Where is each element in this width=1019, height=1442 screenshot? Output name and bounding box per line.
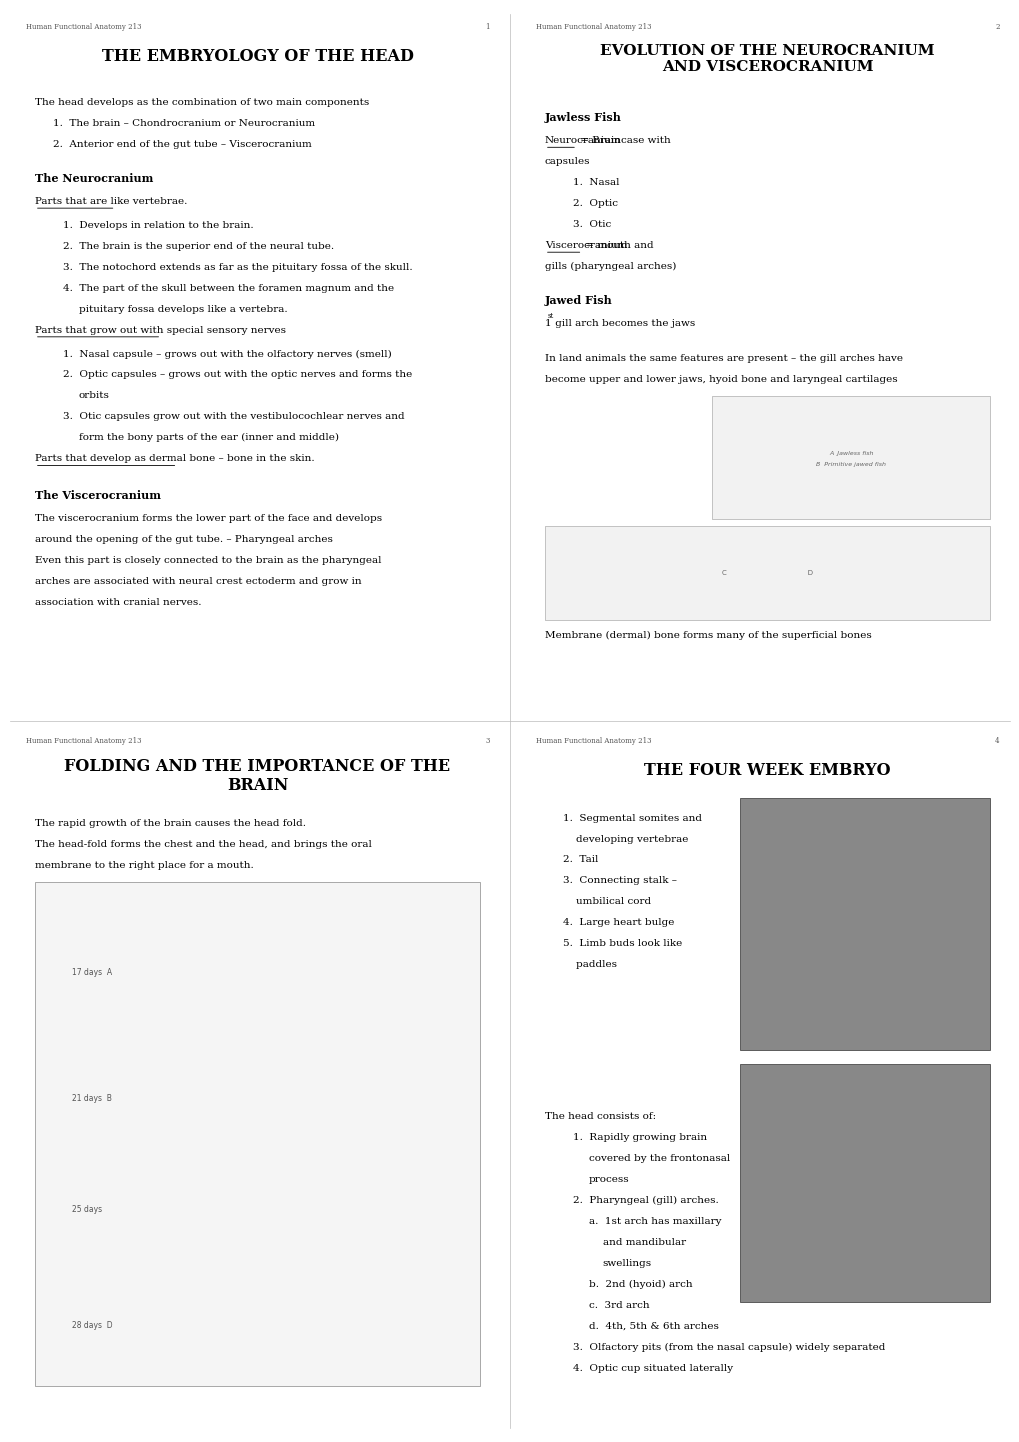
Text: In land animals the same features are present – the gill arches have: In land animals the same features are pr… (544, 355, 902, 363)
Text: 4.  Large heart bulge: 4. Large heart bulge (562, 919, 674, 927)
Text: 17 days  A: 17 days A (71, 968, 112, 978)
Text: 28 days  D: 28 days D (71, 1321, 112, 1330)
Text: 2.  Tail: 2. Tail (562, 855, 598, 865)
Text: = Braincase with: = Braincase with (577, 136, 671, 146)
Text: form the bony parts of the ear (inner and middle): form the bony parts of the ear (inner an… (78, 434, 338, 443)
Text: Neurocranium: Neurocranium (544, 136, 621, 146)
Text: 2.  Anterior end of the gut tube – Viscerocranium: 2. Anterior end of the gut tube – Viscer… (53, 140, 312, 150)
Text: FOLDING AND THE IMPORTANCE OF THE
BRAIN: FOLDING AND THE IMPORTANCE OF THE BRAIN (64, 757, 450, 795)
Text: 1: 1 (485, 23, 489, 30)
Text: Human Functional Anatomy 213: Human Functional Anatomy 213 (535, 737, 650, 744)
Text: 3.  Otic: 3. Otic (572, 221, 610, 229)
Text: Membrane (dermal) bone forms many of the superficial bones: Membrane (dermal) bone forms many of the… (544, 630, 870, 640)
Text: st: st (547, 311, 553, 320)
Text: 2: 2 (995, 23, 999, 30)
Text: around the opening of the gut tube. – Pharyngeal arches: around the opening of the gut tube. – Ph… (35, 535, 332, 544)
Text: 2.  Pharyngeal (gill) arches.: 2. Pharyngeal (gill) arches. (572, 1195, 717, 1206)
Text: Parts that grow out with special sensory nerves: Parts that grow out with special sensory… (35, 326, 285, 335)
Text: 3.  Otic capsules grow out with the vestibulocochlear nerves and: 3. Otic capsules grow out with the vesti… (62, 412, 404, 421)
Text: 1.  Develops in relation to the brain.: 1. Develops in relation to the brain. (62, 221, 253, 229)
Text: gill arch becomes the jaws: gill arch becomes the jaws (551, 319, 694, 327)
Text: Jawed Fish: Jawed Fish (544, 294, 612, 306)
Text: 4.  Optic cup situated laterally: 4. Optic cup situated laterally (572, 1364, 732, 1373)
Text: The Neurocranium: The Neurocranium (35, 173, 153, 185)
Text: paddles: paddles (562, 960, 616, 969)
Text: Jawless Fish: Jawless Fish (544, 112, 621, 124)
Text: Human Functional Anatomy 213: Human Functional Anatomy 213 (535, 23, 650, 30)
Text: 1.  The brain – Chondrocranium or Neurocranium: 1. The brain – Chondrocranium or Neurocr… (53, 120, 315, 128)
Text: The head-fold forms the chest and the head, and brings the oral: The head-fold forms the chest and the he… (35, 841, 371, 849)
Text: swellings: swellings (602, 1259, 651, 1268)
Text: 1.  Segmental somites and: 1. Segmental somites and (562, 813, 702, 822)
Text: umbilical cord: umbilical cord (562, 897, 651, 907)
Text: membrane to the right place for a mouth.: membrane to the right place for a mouth. (35, 861, 254, 870)
Text: THE FOUR WEEK EMBRYO: THE FOUR WEEK EMBRYO (644, 761, 890, 779)
Text: THE EMBRYOLOGY OF THE HEAD: THE EMBRYOLOGY OF THE HEAD (102, 48, 413, 65)
Text: C                                    D: C D (721, 570, 812, 575)
Text: pituitary fossa develops like a vertebra.: pituitary fossa develops like a vertebra… (78, 304, 287, 314)
Text: 1.  Nasal capsule – grows out with the olfactory nerves (smell): 1. Nasal capsule – grows out with the ol… (62, 349, 391, 359)
Text: d.  4th, 5th & 6th arches: d. 4th, 5th & 6th arches (588, 1322, 718, 1331)
Text: Human Functional Anatomy 213: Human Functional Anatomy 213 (25, 23, 141, 30)
Text: Viscerocranium: Viscerocranium (544, 241, 627, 249)
Text: 1: 1 (544, 319, 551, 327)
Text: orbits: orbits (78, 391, 110, 401)
Text: 4.  The part of the skull between the foramen magnum and the: 4. The part of the skull between the for… (62, 284, 393, 293)
Text: 4: 4 (995, 737, 999, 744)
FancyBboxPatch shape (711, 397, 989, 519)
Text: developing vertebrae: developing vertebrae (562, 835, 688, 844)
Text: covered by the frontonasal: covered by the frontonasal (588, 1154, 730, 1164)
Text: 3.  Connecting stalk –: 3. Connecting stalk – (562, 877, 677, 885)
Text: = mouth and: = mouth and (582, 241, 653, 249)
Text: A  Jawless fish

B  Primitive jawed fish: A Jawless fish B Primitive jawed fish (815, 451, 886, 467)
Text: The Viscerocranium: The Viscerocranium (35, 490, 161, 500)
Text: 2.  The brain is the superior end of the neural tube.: 2. The brain is the superior end of the … (62, 242, 333, 251)
Text: 3: 3 (485, 737, 489, 744)
Text: The rapid growth of the brain causes the head fold.: The rapid growth of the brain causes the… (35, 819, 306, 828)
Text: 25 days: 25 days (71, 1206, 102, 1214)
Text: 5.  Limb buds look like: 5. Limb buds look like (562, 939, 682, 949)
Text: gills (pharyngeal arches): gills (pharyngeal arches) (544, 262, 676, 271)
Text: arches are associated with neural crest ectoderm and grow in: arches are associated with neural crest … (35, 577, 361, 585)
Text: 2.  Optic: 2. Optic (572, 199, 618, 208)
Text: 1.  Rapidly growing brain: 1. Rapidly growing brain (572, 1133, 706, 1142)
Text: and mandibular: and mandibular (602, 1239, 685, 1247)
Text: a.  1st arch has maxillary: a. 1st arch has maxillary (588, 1217, 720, 1226)
Text: 3.  Olfactory pits (from the nasal capsule) widely separated: 3. Olfactory pits (from the nasal capsul… (572, 1343, 884, 1353)
Text: 3.  The notochord extends as far as the pituitary fossa of the skull.: 3. The notochord extends as far as the p… (62, 262, 412, 271)
Text: Human Functional Anatomy 213: Human Functional Anatomy 213 (25, 737, 141, 744)
FancyBboxPatch shape (544, 526, 989, 620)
Text: capsules: capsules (544, 157, 590, 166)
Text: process: process (588, 1175, 629, 1184)
Text: 2.  Optic capsules – grows out with the optic nerves and forms the: 2. Optic capsules – grows out with the o… (62, 371, 412, 379)
Text: become upper and lower jaws, hyoid bone and laryngeal cartilages: become upper and lower jaws, hyoid bone … (544, 375, 897, 385)
Text: Even this part is closely connected to the brain as the pharyngeal: Even this part is closely connected to t… (35, 555, 381, 565)
Text: b.  2nd (hyoid) arch: b. 2nd (hyoid) arch (588, 1280, 692, 1289)
FancyBboxPatch shape (739, 799, 989, 1050)
Text: The head consists of:: The head consists of: (544, 1112, 655, 1122)
Text: The viscerocranium forms the lower part of the face and develops: The viscerocranium forms the lower part … (35, 513, 381, 523)
Text: c.  3rd arch: c. 3rd arch (588, 1301, 649, 1309)
Text: 21 days  B: 21 days B (71, 1094, 112, 1103)
FancyBboxPatch shape (35, 883, 480, 1386)
Text: The head develops as the combination of two main components: The head develops as the combination of … (35, 98, 369, 107)
FancyBboxPatch shape (739, 1064, 989, 1302)
Text: Parts that develop as dermal bone – bone in the skin.: Parts that develop as dermal bone – bone… (35, 454, 314, 463)
Text: EVOLUTION OF THE NEUROCRANIUM
AND VISCEROCRANIUM: EVOLUTION OF THE NEUROCRANIUM AND VISCER… (599, 43, 934, 74)
Text: Parts that are like vertebrae.: Parts that are like vertebrae. (35, 198, 186, 206)
Text: association with cranial nerves.: association with cranial nerves. (35, 597, 201, 607)
Text: 1.  Nasal: 1. Nasal (572, 177, 619, 187)
